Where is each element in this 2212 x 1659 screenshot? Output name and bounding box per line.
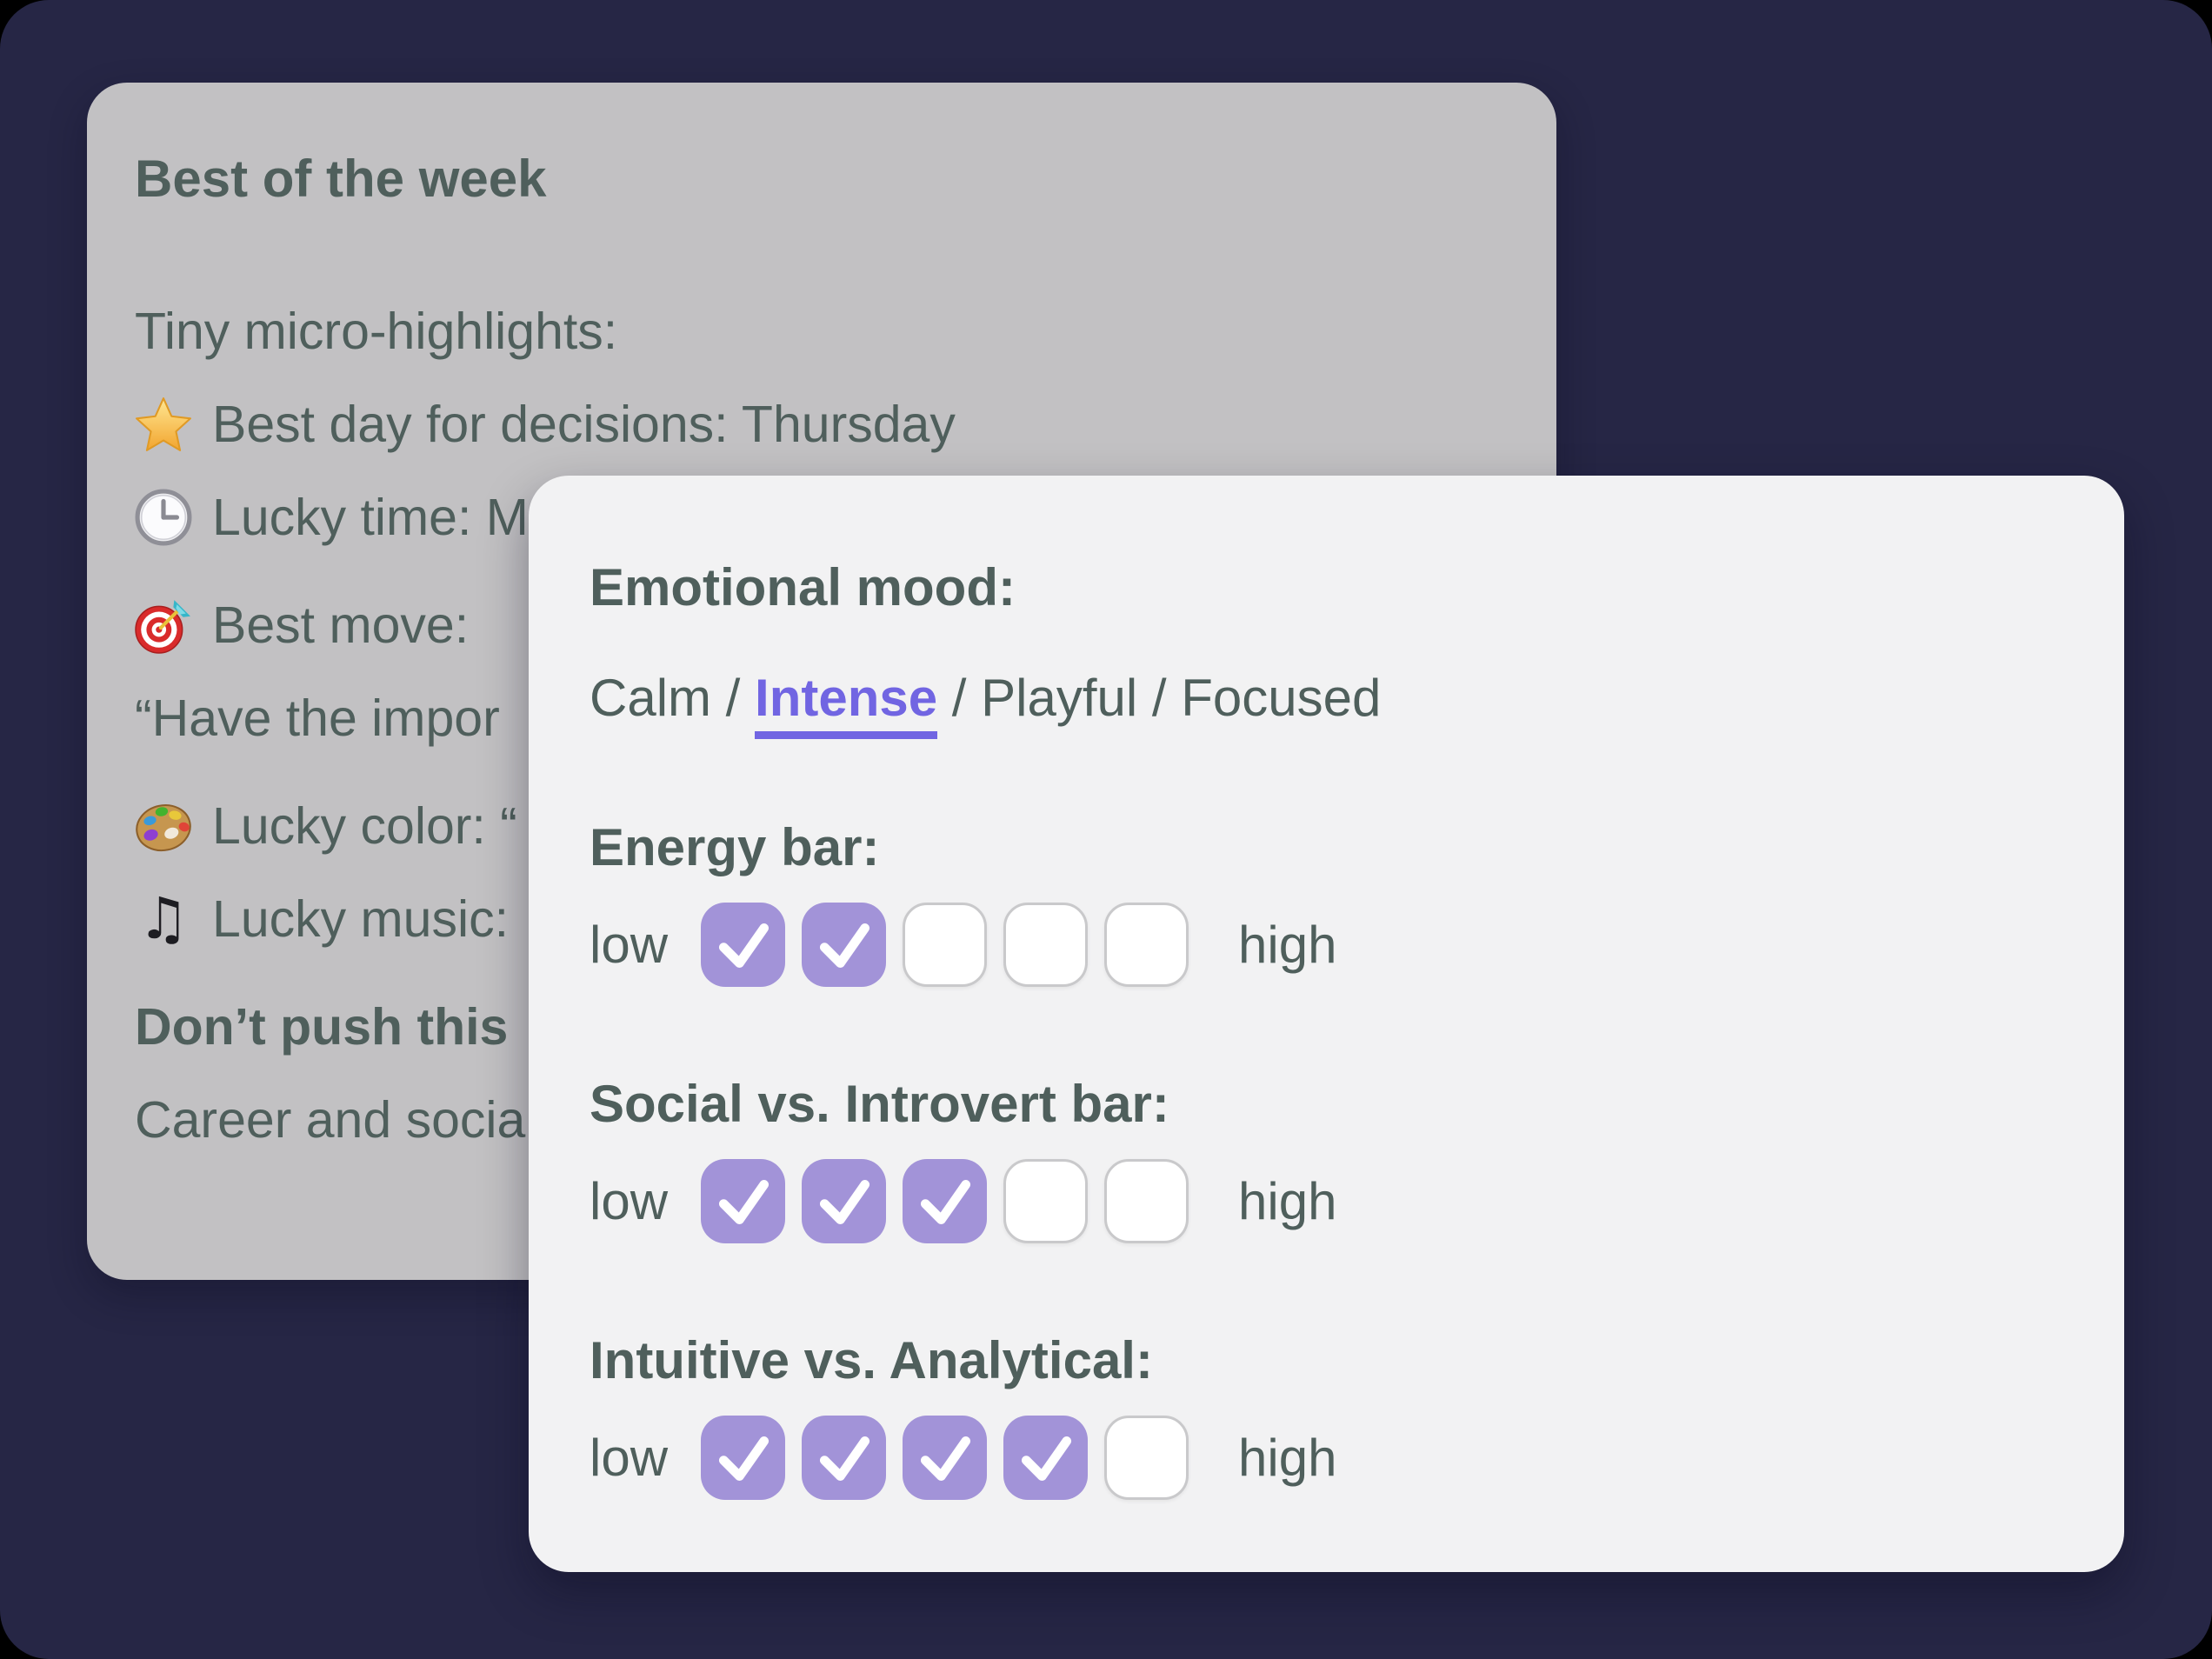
bar-section: Social vs. Introvert bar: low high <box>590 1072 2063 1243</box>
checkbox-checked[interactable] <box>802 1416 887 1500</box>
bar-row: low high <box>590 1416 2063 1500</box>
back-card-line-text: Lucky time: M <box>212 489 529 546</box>
checkbox-group <box>701 1416 1205 1500</box>
checkbox-checked[interactable] <box>701 1416 786 1500</box>
music-note-icon: ♫ <box>137 885 190 952</box>
checkbox-checked[interactable] <box>802 903 887 987</box>
back-card-line-text: Don’t push this <box>135 998 509 1056</box>
clock-icon <box>135 489 192 546</box>
checkbox-checked[interactable] <box>701 903 786 987</box>
checkbox-checked[interactable] <box>903 1159 988 1243</box>
checkbox-checked[interactable] <box>1003 1416 1089 1500</box>
back-card-line: Tiny micro-highlights: <box>135 300 1509 363</box>
back-card-line: Best move: <box>135 594 1509 656</box>
checkbox-unchecked[interactable] <box>1104 1159 1189 1243</box>
checkbox-checked[interactable] <box>701 1159 786 1243</box>
mood-option-playful[interactable]: Playful <box>981 669 1138 727</box>
bar-heading: Social vs. Introvert bar: <box>590 1075 1169 1133</box>
low-label: low <box>590 916 669 974</box>
checkbox-group <box>701 903 1205 987</box>
mood-separator: / <box>711 669 756 727</box>
back-card-line: ♫ Lucky music: <box>135 888 1509 950</box>
back-card-line: Career and socia <box>135 1089 1509 1151</box>
bar-sections: Energy bar: low high Social vs. Introvert b… <box>590 816 2063 1500</box>
back-card-line: Don’t push this <box>135 996 1509 1058</box>
back-card-lines: Tiny micro-highlights: Best day for decis… <box>135 300 1509 1151</box>
back-card-line: Lucky time: M <box>135 486 1509 549</box>
palette-icon <box>135 797 192 855</box>
target-icon <box>135 596 192 654</box>
mood-option-calm[interactable]: Calm <box>590 669 712 727</box>
back-card-line: Best day for decisions: Thursday <box>135 393 1509 456</box>
mood-separator: / <box>1137 669 1182 727</box>
mood-options-line: Calm / Intense / Playful / Focused <box>590 666 2063 739</box>
back-card-line: Lucky color: “ <box>135 795 1509 857</box>
checkbox-unchecked[interactable] <box>1003 903 1089 987</box>
checkbox-group <box>701 1159 1205 1243</box>
back-card-line-text: Career and socia <box>135 1091 526 1149</box>
emotional-mood-heading: Emotional mood: <box>590 558 1016 616</box>
bar-section: Intuitive vs. Analytical: low high <box>590 1329 2063 1500</box>
back-card-line-text: Lucky music: <box>212 890 509 948</box>
checkbox-unchecked[interactable] <box>1104 903 1189 987</box>
mood-separator: / <box>937 669 982 727</box>
bar-section: Energy bar: low high <box>590 816 2063 987</box>
checkbox-unchecked[interactable] <box>1003 1159 1089 1243</box>
bar-heading: Energy bar: <box>590 818 880 876</box>
bar-row: low high <box>590 1159 2063 1243</box>
back-card-line-text: Best day for decisions: Thursday <box>212 396 956 453</box>
high-label: high <box>1238 916 1337 974</box>
checkbox-unchecked[interactable] <box>1104 1416 1189 1500</box>
bar-heading: Intuitive vs. Analytical: <box>590 1331 1153 1389</box>
low-label: low <box>590 1429 669 1487</box>
back-card-line-text: “Have the impor <box>135 690 500 747</box>
mood-panel-card: Emotional mood: Calm / Intense / Playful… <box>529 476 2124 1572</box>
back-card-line-text: Best move: <box>212 596 470 654</box>
low-label: low <box>590 1172 669 1230</box>
mood-option-focused[interactable]: Focused <box>1181 669 1382 727</box>
high-label: high <box>1238 1429 1337 1487</box>
back-card-line: “Have the impor <box>135 687 1509 750</box>
checkbox-unchecked[interactable] <box>903 903 988 987</box>
back-card-line-text: Tiny micro-highlights: <box>135 303 618 360</box>
mood-option-intense-selected-link[interactable]: Intense <box>755 669 938 739</box>
checkbox-checked[interactable] <box>903 1416 988 1500</box>
high-label: high <box>1238 1172 1337 1230</box>
back-card-title: Best of the week <box>135 150 547 208</box>
checkbox-checked[interactable] <box>802 1159 887 1243</box>
bar-row: low high <box>590 903 2063 987</box>
back-card-line-text: Lucky color: “ <box>212 797 517 855</box>
star-icon <box>135 396 192 453</box>
